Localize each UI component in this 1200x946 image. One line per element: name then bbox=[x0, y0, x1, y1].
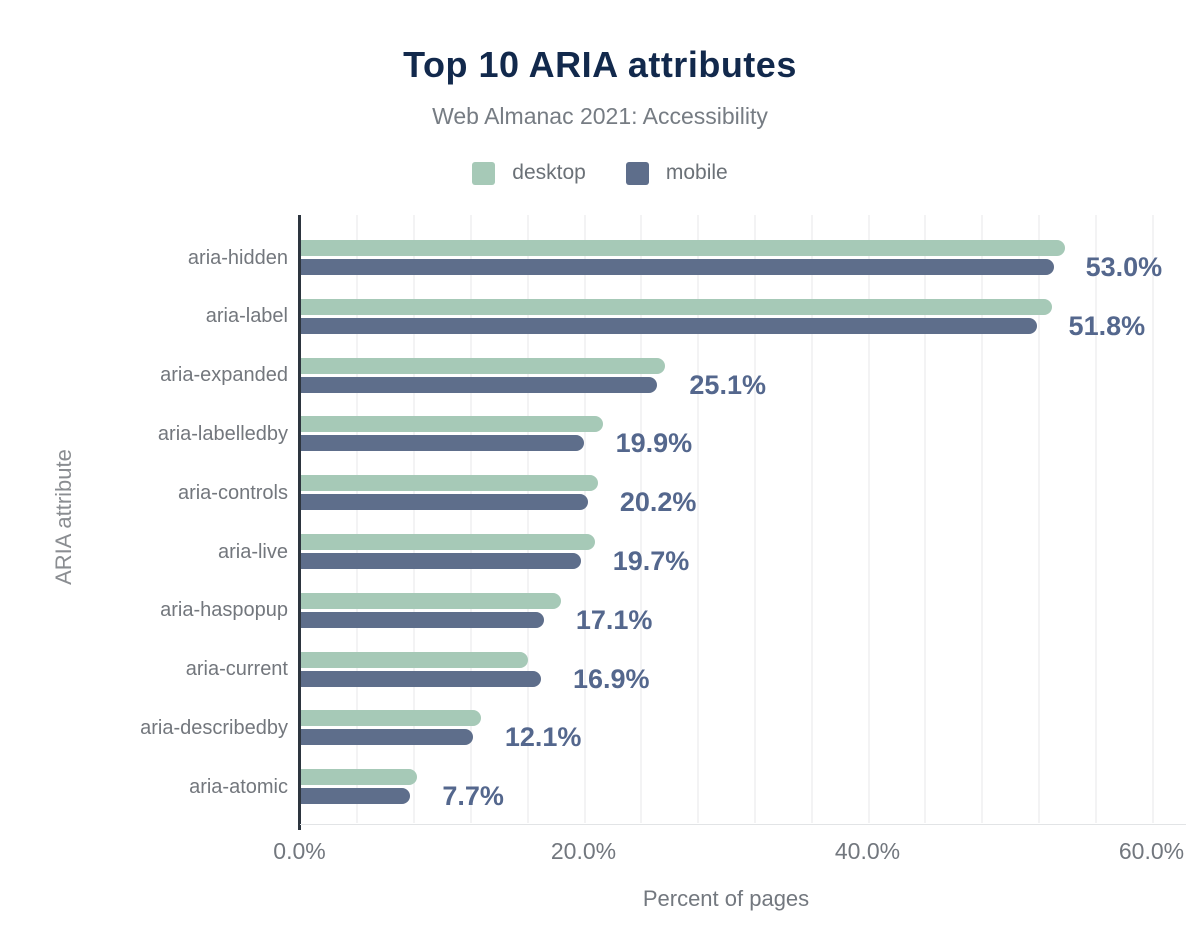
y-axis-line bbox=[298, 215, 301, 830]
x-axis-line bbox=[299, 823, 1186, 825]
gridline bbox=[413, 215, 416, 823]
x-tick-label: 60.0% bbox=[1118, 838, 1185, 864]
gridline bbox=[867, 215, 870, 823]
category-label: aria-expanded bbox=[160, 364, 288, 387]
gridline bbox=[981, 215, 984, 823]
desktop-swatch-icon bbox=[472, 161, 496, 185]
desktop-bar[interactable] bbox=[301, 416, 604, 433]
legend: desktop mobile bbox=[0, 158, 1200, 188]
gridline bbox=[526, 215, 529, 823]
gridline bbox=[469, 215, 472, 823]
chart-subtitle: Web Almanac 2021: Accessibility bbox=[432, 103, 768, 129]
mobile-bar[interactable] bbox=[301, 376, 658, 393]
category-label: aria-describedby bbox=[140, 716, 288, 739]
legend-label-mobile: mobile bbox=[665, 161, 728, 184]
category-label: aria-live bbox=[217, 540, 288, 563]
mobile-bar[interactable] bbox=[301, 611, 544, 628]
legend-item-desktop[interactable]: desktop bbox=[472, 161, 586, 185]
value-label: 19.9% bbox=[615, 428, 693, 459]
desktop-bar[interactable] bbox=[301, 651, 529, 668]
desktop-bar[interactable] bbox=[301, 475, 598, 492]
mobile-bar[interactable] bbox=[301, 788, 411, 805]
mobile-bar[interactable] bbox=[301, 729, 473, 746]
desktop-bar[interactable] bbox=[301, 298, 1053, 315]
gridline bbox=[697, 215, 700, 823]
legend-label-desktop: desktop bbox=[512, 161, 586, 184]
gridline bbox=[924, 215, 927, 823]
category-label: aria-atomic bbox=[189, 775, 288, 798]
gridline bbox=[1151, 215, 1154, 823]
mobile-bar[interactable] bbox=[301, 259, 1054, 275]
y-axis-title-text: ARIA attribute bbox=[51, 449, 76, 585]
category-label: aria-label bbox=[205, 305, 288, 328]
x-tick-label: 20.0% bbox=[550, 838, 617, 864]
category-label: aria-labelledby bbox=[157, 422, 288, 445]
value-label: 12.1% bbox=[504, 722, 582, 753]
category-label: aria-current bbox=[185, 658, 288, 681]
desktop-bar[interactable] bbox=[301, 769, 418, 786]
value-label: 25.1% bbox=[689, 369, 766, 400]
mobile-bar[interactable] bbox=[301, 435, 584, 452]
value-label: 19.7% bbox=[612, 546, 690, 576]
chart-title: Top 10 ARIA attributes bbox=[403, 44, 797, 85]
gridline bbox=[753, 215, 756, 823]
value-label: 16.9% bbox=[572, 663, 650, 694]
desktop-bar[interactable] bbox=[301, 240, 1065, 256]
x-tick-label: 0.0% bbox=[273, 838, 326, 864]
category-label: aria-hidden bbox=[187, 246, 288, 269]
value-label: 7.7% bbox=[442, 781, 504, 812]
mobile-bar[interactable] bbox=[301, 553, 581, 569]
desktop-bar[interactable] bbox=[301, 357, 665, 374]
desktop-bar[interactable] bbox=[301, 592, 561, 609]
gridline bbox=[583, 215, 586, 823]
category-label: aria-haspopup bbox=[160, 599, 288, 622]
desktop-bar[interactable] bbox=[301, 710, 482, 727]
category-label: aria-controls bbox=[177, 481, 288, 504]
legend-item-mobile[interactable]: mobile bbox=[625, 161, 728, 185]
value-label: 20.2% bbox=[619, 487, 697, 518]
gridline bbox=[1094, 215, 1097, 823]
x-axis-title: Percent of pages bbox=[642, 886, 810, 911]
gridline bbox=[640, 215, 643, 823]
mobile-bar[interactable] bbox=[301, 670, 541, 687]
value-label: 53.0% bbox=[1085, 252, 1163, 282]
gridline bbox=[1037, 215, 1040, 823]
value-label: 17.1% bbox=[575, 604, 653, 635]
gridline bbox=[810, 215, 813, 823]
mobile-swatch-icon bbox=[625, 161, 649, 185]
x-tick-label: 40.0% bbox=[834, 838, 901, 864]
gridline bbox=[356, 215, 359, 823]
mobile-bar[interactable] bbox=[301, 494, 588, 511]
mobile-bar[interactable] bbox=[301, 317, 1037, 334]
desktop-bar[interactable] bbox=[301, 534, 595, 550]
value-label: 51.8% bbox=[1068, 310, 1146, 341]
